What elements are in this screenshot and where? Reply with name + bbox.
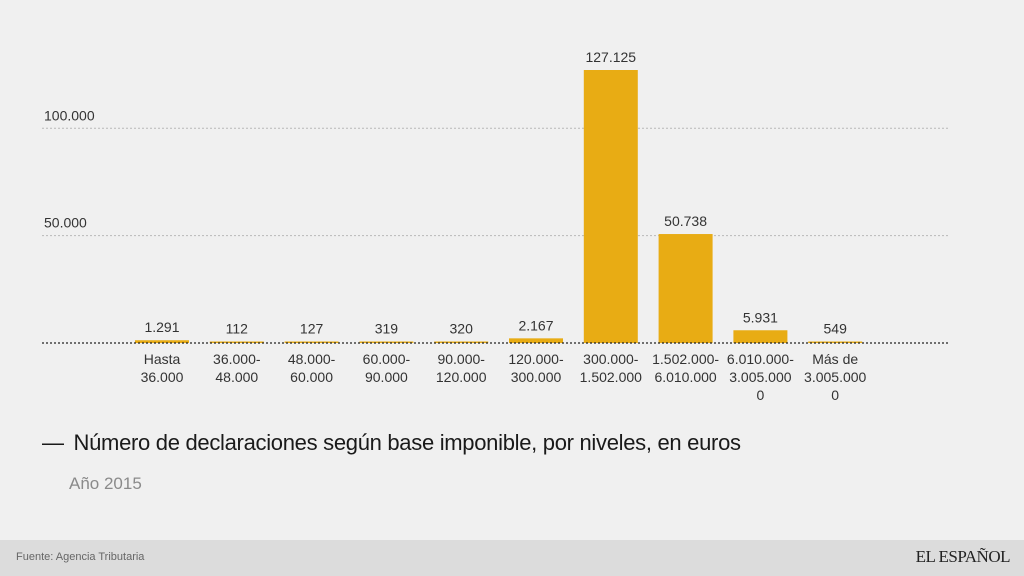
bar	[583, 70, 638, 343]
brand-logo: EL ESPAÑOL	[915, 547, 1011, 566]
x-tick-label: 120.000-300.000	[508, 351, 564, 385]
x-tick-label: 300.000-1.502.000	[580, 351, 642, 385]
bar	[135, 340, 189, 343]
x-tick-label: 36.000-48.000	[213, 351, 261, 385]
bar	[284, 341, 339, 343]
x-tick-label: Hasta 36.000	[141, 351, 184, 385]
bar-value-label: 127.125	[585, 49, 636, 65]
bar-value-label: 127	[300, 321, 324, 337]
bar-value-label: 50.738	[664, 213, 707, 229]
bar	[209, 341, 264, 343]
y-tick-label: 100.000	[44, 107, 95, 123]
bar-chart: 50.000 100.000 1.291 112 127 319 320 2.167 127.1…	[42, 49, 950, 403]
source-note: Fuente: Agencia Tributaria	[16, 551, 145, 563]
x-tick-label: 1.502.000-6.010.000	[652, 351, 719, 385]
x-tick-label: 90.000-120.000	[436, 351, 487, 385]
bar	[359, 341, 414, 343]
bar-value-label: 1.291	[144, 319, 179, 335]
bar-value-label: 549	[824, 321, 848, 337]
bar	[658, 234, 713, 343]
x-tick-label: 6.010.000-3.005.000 0	[727, 351, 794, 403]
bar-value-label: 112	[226, 321, 249, 337]
chart-title-text: Número de declaraciones según base impon…	[73, 430, 742, 455]
bar	[808, 341, 863, 343]
bar-value-label: 319	[375, 321, 399, 337]
bar	[733, 330, 788, 343]
chart-title: — Número de declaraciones según base imp…	[42, 430, 1004, 456]
x-tick-label: Más de 3.005.000 0	[804, 351, 866, 403]
x-tick-label: 48.000-60.000	[288, 351, 336, 385]
bar-value-label: 320	[450, 321, 474, 337]
x-tick-label: 60.000-90.000	[363, 351, 411, 385]
bar-value-label: 2.167	[518, 317, 553, 333]
chart-subtitle: Año 2015	[69, 474, 142, 493]
bar	[509, 338, 563, 343]
y-tick-label: 50.000	[44, 215, 87, 231]
title-dash: —	[42, 430, 64, 455]
bar	[434, 341, 489, 343]
bar-value-label: 5.931	[743, 309, 778, 325]
footer: Fuente: Agencia Tributaria EL ESPAÑOL	[0, 540, 1024, 576]
